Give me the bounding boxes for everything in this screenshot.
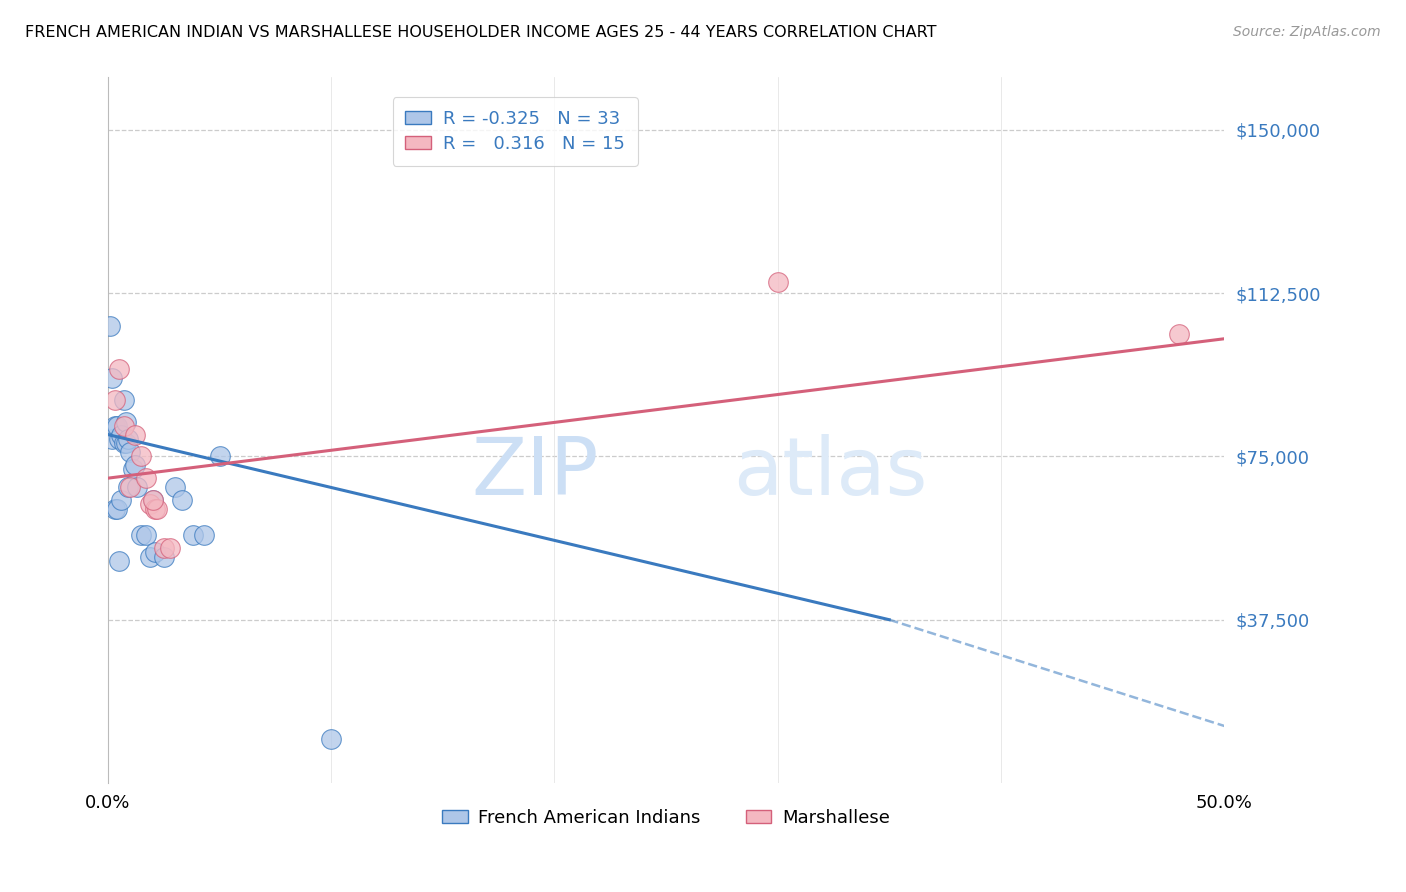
Point (108, 432, 131, 446)
Point (117, 432, 139, 446)
Point (208, 450, 231, 464)
Point (131, 450, 153, 464)
Point (159, 541, 181, 555)
Point (101, 432, 124, 446)
Point (108, 554, 131, 568)
Point (142, 492, 165, 507)
Point (121, 462, 143, 476)
Point (766, 275, 789, 289)
Point (139, 497, 162, 511)
Point (163, 480, 186, 494)
Point (152, 549, 174, 564)
Point (105, 501, 128, 516)
Point (112, 436, 135, 450)
Point (135, 528, 157, 542)
Text: FRENCH AMERICAN INDIAN VS MARSHALLESE HOUSEHOLDER INCOME AGES 25 - 44 YEARS CORR: FRENCH AMERICAN INDIAN VS MARSHALLESE HO… (25, 25, 936, 40)
Point (108, 362, 131, 376)
Point (152, 541, 174, 555)
Point (117, 480, 139, 494)
Point (120, 480, 142, 494)
Point (120, 445, 142, 459)
Point (131, 528, 153, 542)
Point (112, 418, 135, 433)
Point (135, 471, 157, 485)
Point (193, 528, 215, 542)
Point (170, 492, 193, 507)
Point (110, 427, 132, 442)
Point (110, 492, 132, 507)
Point (143, 545, 166, 559)
Point (104, 392, 127, 407)
Point (115, 436, 138, 450)
Text: atlas: atlas (733, 434, 928, 512)
Point (143, 501, 166, 516)
Point (321, 732, 343, 747)
Text: Source: ZipAtlas.com: Source: ZipAtlas.com (1233, 25, 1381, 39)
Point (139, 549, 162, 564)
Point (98, 318, 121, 333)
Point (101, 371, 124, 385)
Point (146, 501, 169, 516)
Point (105, 418, 128, 433)
Point (124, 427, 146, 442)
Point (112, 392, 135, 407)
Point (181, 528, 204, 542)
Point (104, 501, 127, 516)
Point (1168, 327, 1191, 342)
Text: ZIP: ZIP (471, 434, 599, 512)
Point (104, 418, 127, 433)
Point (125, 480, 148, 494)
Point (115, 415, 138, 429)
Legend: French American Indians, Marshallese: French American Indians, Marshallese (434, 802, 897, 834)
Point (142, 492, 165, 507)
Point (124, 458, 146, 472)
